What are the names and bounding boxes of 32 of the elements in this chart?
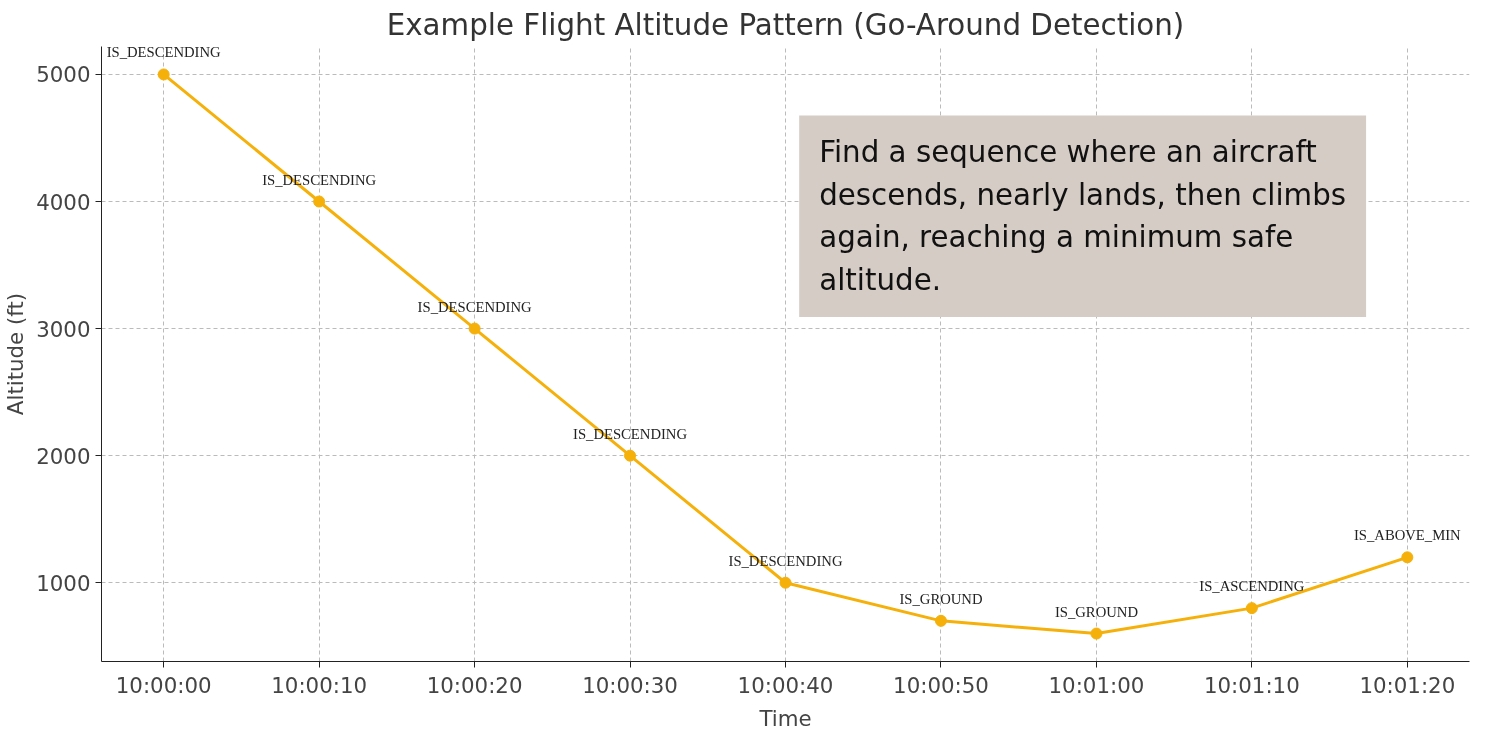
- data-label: IS_ASCENDING: [1199, 578, 1305, 595]
- x-tick-label: 10:00:30: [582, 672, 678, 698]
- x-tick-label: 10:00:40: [737, 672, 834, 698]
- x-tick-label: 10:00:50: [893, 672, 989, 698]
- x-tick-label: 10:01:00: [1048, 672, 1145, 698]
- y-tick-label: 2000: [36, 443, 91, 469]
- y-axis-title: Altitude (ft): [3, 292, 29, 416]
- data-label: IS_DESCENDING: [106, 44, 222, 61]
- x-tick-label: 10:01:20: [1359, 672, 1456, 698]
- x-tick-label: 10:00:00: [115, 672, 212, 698]
- point: [779, 576, 792, 589]
- y-tick-label: 3000: [36, 316, 91, 342]
- point: [1401, 551, 1414, 564]
- point: [1245, 602, 1258, 615]
- x-tick-label: 10:00:20: [426, 672, 523, 698]
- chart-title: Example Flight Altitude Pattern (Go-Around Detection): [386, 7, 1185, 42]
- point: [157, 68, 170, 81]
- x-tick-label: 10:01:10: [1203, 672, 1300, 698]
- y-tick-label: 1000: [36, 570, 91, 596]
- annotation: Find a sequence where an aircraft descends, nearly lands, then climbs again, reaching a minimum safe altitude.: [819, 135, 1347, 297]
- point: [934, 614, 947, 627]
- point: [468, 322, 481, 335]
- point: [313, 195, 326, 208]
- data-label: IS_ABOVE_MIN: [1353, 527, 1462, 544]
- point: [624, 449, 637, 462]
- data-label: IS_GROUND: [1054, 603, 1138, 620]
- y-tick-label: 5000: [36, 62, 91, 88]
- x-tick-label: 10:00:10: [271, 672, 368, 698]
- x-axis-title: Time: [758, 705, 812, 731]
- y-tick-label: 4000: [36, 189, 91, 215]
- data-label: IS_GROUND: [899, 590, 983, 607]
- point: [1090, 627, 1103, 640]
